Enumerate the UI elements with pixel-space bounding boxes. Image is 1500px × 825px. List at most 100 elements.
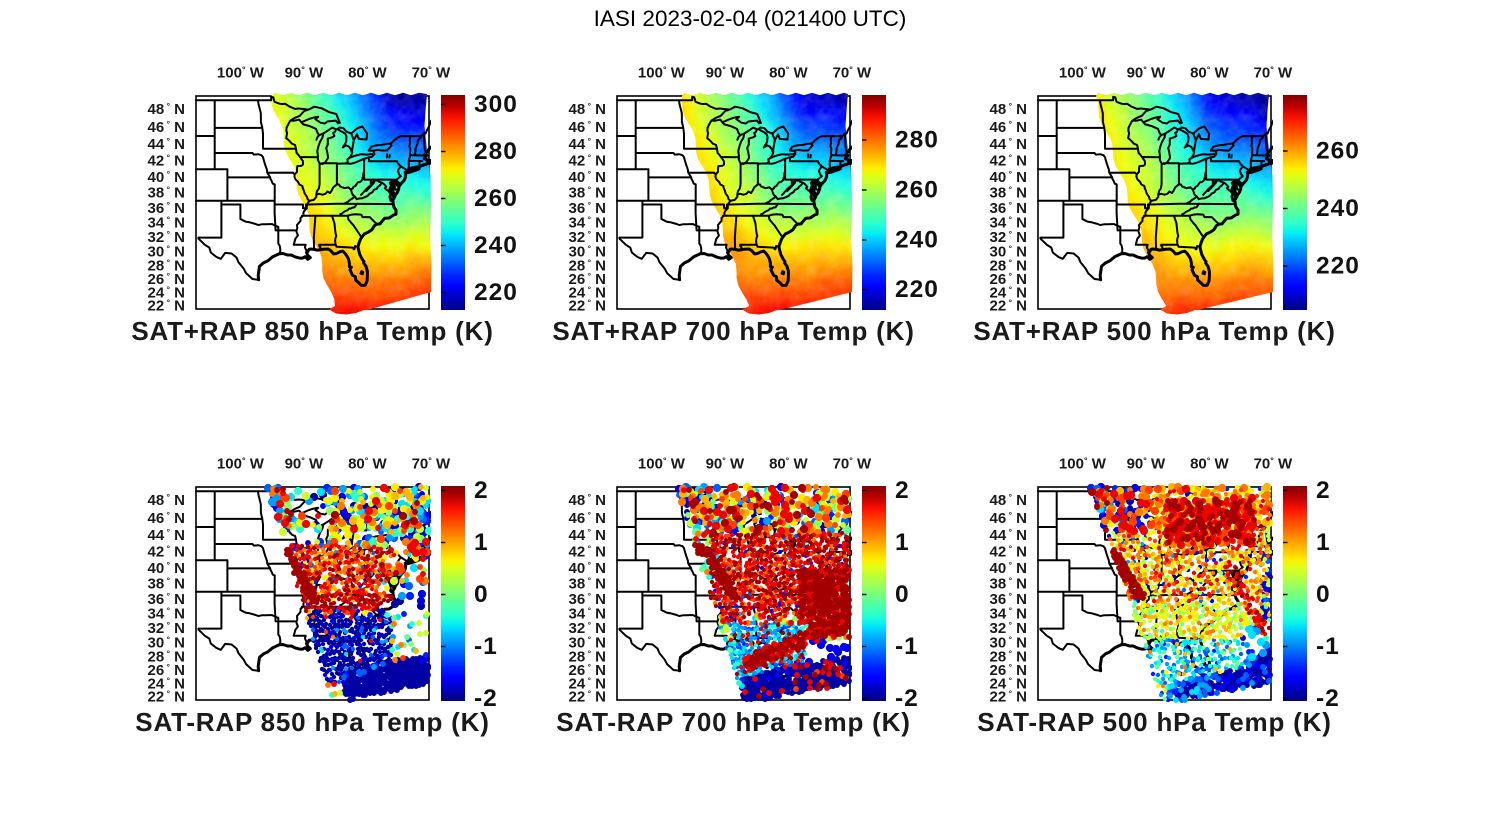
- svg-text:24 ° N: 24 ° N: [990, 675, 1027, 692]
- svg-text:70° W: 70° W: [1254, 65, 1293, 82]
- svg-text:32 ° N: 32 ° N: [990, 229, 1027, 246]
- svg-text:42 ° N: 42 ° N: [148, 153, 185, 170]
- svg-text:46 ° N: 46 ° N: [148, 510, 185, 527]
- svg-text:80° W: 80° W: [1190, 456, 1229, 473]
- svg-text:40 ° N: 40 ° N: [148, 169, 185, 186]
- svg-text:220: 220: [474, 279, 518, 306]
- svg-text:90° W: 90° W: [285, 65, 324, 82]
- svg-text:46 ° N: 46 ° N: [990, 510, 1027, 527]
- svg-text:-1: -1: [895, 633, 919, 660]
- svg-text:32 ° N: 32 ° N: [569, 620, 606, 637]
- svg-text:34 ° N: 34 ° N: [148, 606, 185, 623]
- svg-text:30 ° N: 30 ° N: [990, 243, 1027, 260]
- svg-text:260: 260: [474, 185, 518, 212]
- svg-text:46 ° N: 46 ° N: [569, 510, 606, 527]
- svg-text:-2: -2: [1316, 685, 1340, 712]
- svg-text:100° W: 100° W: [638, 65, 686, 82]
- svg-text:100° W: 100° W: [217, 456, 265, 473]
- svg-text:42 ° N: 42 ° N: [990, 544, 1027, 561]
- svg-text:42 ° N: 42 ° N: [569, 153, 606, 170]
- svg-text:22 ° N: 22 ° N: [148, 689, 185, 706]
- svg-text:SAT+RAP 700 hPa Temp (K): SAT+RAP 700 hPa Temp (K): [552, 316, 914, 346]
- svg-text:38 ° N: 38 ° N: [990, 576, 1027, 593]
- svg-text:28 ° N: 28 ° N: [148, 257, 185, 274]
- svg-text:38 ° N: 38 ° N: [148, 185, 185, 202]
- svg-text:2: 2: [1316, 477, 1331, 504]
- svg-text:80° W: 80° W: [348, 456, 387, 473]
- svg-text:44 ° N: 44 ° N: [990, 527, 1027, 544]
- svg-text:44 ° N: 44 ° N: [148, 136, 185, 153]
- svg-text:70° W: 70° W: [412, 456, 451, 473]
- svg-text:90° W: 90° W: [706, 65, 745, 82]
- svg-text:220: 220: [895, 276, 939, 303]
- svg-text:30 ° N: 30 ° N: [148, 634, 185, 651]
- svg-text:48 ° N: 48 ° N: [148, 101, 185, 118]
- svg-text:42 ° N: 42 ° N: [569, 544, 606, 561]
- svg-text:1: 1: [474, 529, 489, 556]
- svg-text:80° W: 80° W: [769, 65, 808, 82]
- svg-text:34 ° N: 34 ° N: [569, 606, 606, 623]
- svg-text:100° W: 100° W: [217, 65, 265, 82]
- svg-text:32 ° N: 32 ° N: [569, 229, 606, 246]
- svg-text:280: 280: [895, 127, 939, 154]
- svg-text:0: 0: [895, 581, 910, 608]
- svg-text:IASI 2023-02-04 (021400 UTC): IASI 2023-02-04 (021400 UTC): [594, 6, 907, 31]
- svg-text:26 ° N: 26 ° N: [990, 662, 1027, 679]
- svg-text:2: 2: [895, 477, 910, 504]
- svg-text:36 ° N: 36 ° N: [148, 200, 185, 217]
- svg-text:40 ° N: 40 ° N: [990, 560, 1027, 577]
- svg-text:SAT-RAP 850 hPa Temp (K): SAT-RAP 850 hPa Temp (K): [135, 707, 489, 737]
- svg-text:44 ° N: 44 ° N: [569, 136, 606, 153]
- svg-text:26 ° N: 26 ° N: [148, 662, 185, 679]
- svg-text:26 ° N: 26 ° N: [569, 662, 606, 679]
- svg-text:24 ° N: 24 ° N: [990, 284, 1027, 301]
- svg-text:SAT+RAP 850 hPa Temp (K): SAT+RAP 850 hPa Temp (K): [131, 316, 493, 346]
- svg-text:36 ° N: 36 ° N: [990, 591, 1027, 608]
- svg-text:-2: -2: [474, 685, 498, 712]
- svg-text:44 ° N: 44 ° N: [990, 136, 1027, 153]
- svg-text:90° W: 90° W: [706, 456, 745, 473]
- svg-text:90° W: 90° W: [1127, 456, 1166, 473]
- svg-text:30 ° N: 30 ° N: [148, 243, 185, 260]
- svg-text:SAT+RAP 500 hPa Temp (K): SAT+RAP 500 hPa Temp (K): [973, 316, 1335, 346]
- svg-text:100° W: 100° W: [1059, 65, 1107, 82]
- svg-text:32 ° N: 32 ° N: [148, 229, 185, 246]
- svg-text:0: 0: [474, 581, 489, 608]
- svg-text:30 ° N: 30 ° N: [990, 634, 1027, 651]
- svg-text:70° W: 70° W: [833, 456, 872, 473]
- svg-text:-2: -2: [895, 685, 919, 712]
- svg-text:48 ° N: 48 ° N: [990, 492, 1027, 509]
- svg-text:38 ° N: 38 ° N: [569, 576, 606, 593]
- svg-text:22 ° N: 22 ° N: [990, 689, 1027, 706]
- svg-text:22 ° N: 22 ° N: [148, 298, 185, 315]
- svg-text:1: 1: [895, 529, 910, 556]
- svg-text:30 ° N: 30 ° N: [569, 634, 606, 651]
- svg-text:100° W: 100° W: [1059, 456, 1107, 473]
- svg-text:24 ° N: 24 ° N: [569, 675, 606, 692]
- svg-text:80° W: 80° W: [769, 456, 808, 473]
- svg-text:24 ° N: 24 ° N: [148, 675, 185, 692]
- svg-text:34 ° N: 34 ° N: [148, 215, 185, 232]
- svg-text:48 ° N: 48 ° N: [569, 492, 606, 509]
- svg-text:28 ° N: 28 ° N: [990, 648, 1027, 665]
- svg-text:240: 240: [474, 232, 518, 259]
- svg-text:40 ° N: 40 ° N: [569, 169, 606, 186]
- svg-text:36 ° N: 36 ° N: [569, 591, 606, 608]
- svg-text:24 ° N: 24 ° N: [148, 284, 185, 301]
- svg-text:2: 2: [474, 477, 489, 504]
- svg-text:240: 240: [895, 227, 939, 254]
- svg-text:26 ° N: 26 ° N: [990, 271, 1027, 288]
- svg-text:22 ° N: 22 ° N: [569, 689, 606, 706]
- svg-text:38 ° N: 38 ° N: [990, 185, 1027, 202]
- svg-text:36 ° N: 36 ° N: [569, 200, 606, 217]
- svg-text:90° W: 90° W: [285, 456, 324, 473]
- svg-text:46 ° N: 46 ° N: [990, 119, 1027, 136]
- svg-text:260: 260: [1316, 138, 1360, 165]
- svg-text:70° W: 70° W: [412, 65, 451, 82]
- svg-text:300: 300: [474, 91, 518, 118]
- svg-text:1: 1: [1316, 529, 1331, 556]
- svg-text:48 ° N: 48 ° N: [990, 101, 1027, 118]
- svg-text:-1: -1: [474, 633, 498, 660]
- svg-text:36 ° N: 36 ° N: [990, 200, 1027, 217]
- svg-text:-1: -1: [1316, 633, 1340, 660]
